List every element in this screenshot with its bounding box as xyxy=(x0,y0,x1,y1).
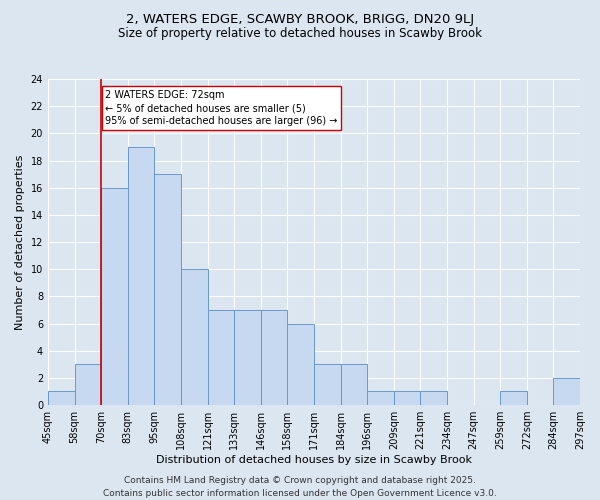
Text: Contains HM Land Registry data © Crown copyright and database right 2025.
Contai: Contains HM Land Registry data © Crown c… xyxy=(103,476,497,498)
Text: Size of property relative to detached houses in Scawby Brook: Size of property relative to detached ho… xyxy=(118,28,482,40)
Bar xyxy=(234,310,261,405)
Bar xyxy=(101,188,128,405)
Bar xyxy=(553,378,580,405)
Bar xyxy=(154,174,181,405)
Text: 2 WATERS EDGE: 72sqm
← 5% of detached houses are smaller (5)
95% of semi-detache: 2 WATERS EDGE: 72sqm ← 5% of detached ho… xyxy=(105,90,337,126)
Y-axis label: Number of detached properties: Number of detached properties xyxy=(15,154,25,330)
Bar xyxy=(421,392,447,405)
Bar xyxy=(74,364,101,405)
Bar xyxy=(208,310,234,405)
Bar xyxy=(341,364,367,405)
Bar xyxy=(500,392,527,405)
Bar xyxy=(181,269,208,405)
Bar xyxy=(48,392,74,405)
Bar xyxy=(128,147,154,405)
Bar xyxy=(367,392,394,405)
Bar xyxy=(287,324,314,405)
X-axis label: Distribution of detached houses by size in Scawby Brook: Distribution of detached houses by size … xyxy=(156,455,472,465)
Text: 2, WATERS EDGE, SCAWBY BROOK, BRIGG, DN20 9LJ: 2, WATERS EDGE, SCAWBY BROOK, BRIGG, DN2… xyxy=(126,12,474,26)
Bar xyxy=(261,310,287,405)
Bar xyxy=(314,364,341,405)
Bar xyxy=(394,392,421,405)
